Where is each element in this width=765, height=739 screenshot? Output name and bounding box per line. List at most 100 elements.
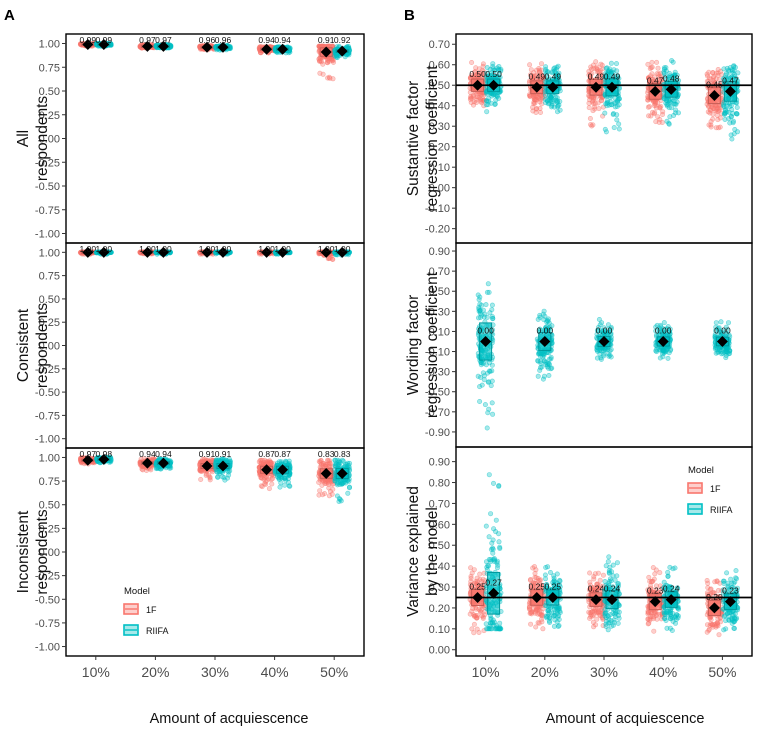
data-point [317, 70, 323, 76]
data-point [599, 97, 605, 103]
data-point [652, 101, 658, 107]
y-tick-label: 0.75 [39, 62, 60, 74]
data-point [327, 461, 333, 467]
data-point [484, 109, 490, 115]
series-riifa-10pct: 0.99 [94, 35, 114, 50]
data-label: 0.99 [80, 35, 97, 45]
data-point [538, 61, 544, 67]
y-axis-title: All respondents [15, 96, 51, 182]
mean-marker [82, 38, 94, 50]
y-tick-label: 1.00 [39, 452, 60, 464]
data-point [657, 105, 663, 111]
legend-label: RIIFA [146, 626, 169, 636]
y-tick-label: -0.25 [35, 157, 60, 169]
y-tick-label: -0.75 [35, 410, 60, 422]
data-label: 0.99 [96, 35, 113, 45]
data-label: 0.49 [588, 71, 605, 81]
chart-panel-a2: 1.000.750.500.250.00-0.25-0.50-0.75-1.00… [15, 242, 365, 449]
data-point [330, 486, 336, 492]
data-point [706, 69, 712, 75]
data-point [589, 123, 595, 129]
data-point [649, 59, 655, 65]
data-label: 1.00 [155, 244, 172, 254]
data-point [469, 59, 475, 65]
data-point [266, 486, 272, 492]
data-point [320, 492, 326, 498]
series-riifa-40pct: 0.94 [272, 35, 293, 56]
data-label: 0.91 [318, 35, 335, 45]
data-point [480, 63, 486, 69]
y-axis-title-line: Inconsistent [15, 510, 32, 593]
legend-title: Model [124, 586, 150, 597]
series-riifa-20pct: 0.49 [542, 63, 563, 115]
data-point [530, 108, 536, 114]
data-point [345, 490, 351, 496]
data-point [492, 102, 498, 108]
x-tick-label: 10% [82, 664, 110, 680]
data-point [715, 67, 721, 73]
series-1f-50pct: 0.45 [704, 67, 725, 131]
data-label: 1.00 [215, 244, 232, 254]
series-riifa-30pct: 1.00 [213, 244, 233, 258]
data-point [468, 94, 474, 100]
data-label: 0.94 [155, 449, 172, 459]
data-point [527, 62, 533, 68]
data-label: 1.00 [258, 244, 275, 254]
panel-letter-a: A [4, 7, 15, 24]
series-riifa-20pct: 1.00 [153, 244, 174, 258]
data-point [537, 110, 543, 116]
data-point [586, 105, 592, 111]
series-riifa-30pct: 0.91 [213, 449, 233, 483]
data-point [593, 59, 599, 65]
y-axis-title-line: regression coefficient [424, 65, 441, 212]
y-tick-label: 0.75 [39, 476, 60, 488]
y-tick-label: 1.00 [39, 247, 60, 259]
series-riifa-30pct: 0.96 [213, 35, 233, 53]
data-label: 0.83 [334, 449, 351, 459]
data-point [706, 122, 712, 128]
y-tick-label: -0.50 [35, 594, 60, 606]
y-tick-label: -0.50 [35, 181, 60, 193]
data-point [655, 65, 661, 71]
y-tick-label: 0.75 [39, 271, 60, 283]
y-tick-label: -0.75 [35, 205, 60, 217]
data-label: 0.50 [469, 69, 486, 79]
plot-area: 1.000.750.500.250.00-0.25-0.50-0.75-1.00… [15, 33, 753, 680]
data-label: 0.49 [529, 71, 546, 81]
data-point [334, 493, 340, 499]
y-tick-label: 0.70 [429, 39, 450, 51]
y-axis-title: Consistent respondents [15, 303, 51, 389]
legend: Model 1F RIIFA [123, 586, 169, 636]
data-point [345, 460, 351, 466]
y-tick-label: 0.00 [39, 134, 60, 146]
series-riifa-10pct: 0.98 [94, 449, 114, 466]
data-point [198, 476, 204, 482]
legend-label: 1F [146, 605, 157, 615]
data-point [283, 458, 289, 464]
y-axis-title-line: Sustantive factor [405, 81, 422, 196]
y-tick-label: -1.00 [35, 229, 60, 241]
data-point [474, 94, 480, 100]
data-point [277, 484, 283, 490]
data-point [317, 488, 323, 494]
series-1f-20pct: 0.97 [137, 35, 158, 52]
data-point [338, 498, 344, 504]
panel-letter-b: B [404, 7, 415, 24]
data-label: 1.00 [274, 244, 291, 254]
series-riifa-20pct: 0.94 [153, 449, 174, 472]
y-tick-label: -1.00 [35, 434, 60, 446]
data-point [531, 101, 537, 107]
data-point [316, 479, 322, 485]
series-riifa-40pct: 1.00 [272, 244, 293, 258]
y-axis-title: Inconsistent respondents [15, 509, 51, 595]
data-label: 0.47 [647, 75, 664, 85]
series-riifa-10pct: 0.50 [483, 61, 504, 115]
data-point [256, 459, 262, 465]
chart-panel-a3: 1.000.750.500.250.00-0.25-0.50-0.75-1.00… [15, 447, 365, 680]
x-tick-label: 30% [201, 664, 229, 680]
data-label: 0.91 [215, 449, 232, 459]
data-label: 0.97 [80, 449, 97, 459]
data-point [589, 94, 595, 100]
legend-item-1f: 1F [123, 603, 157, 615]
data-point [652, 110, 658, 116]
